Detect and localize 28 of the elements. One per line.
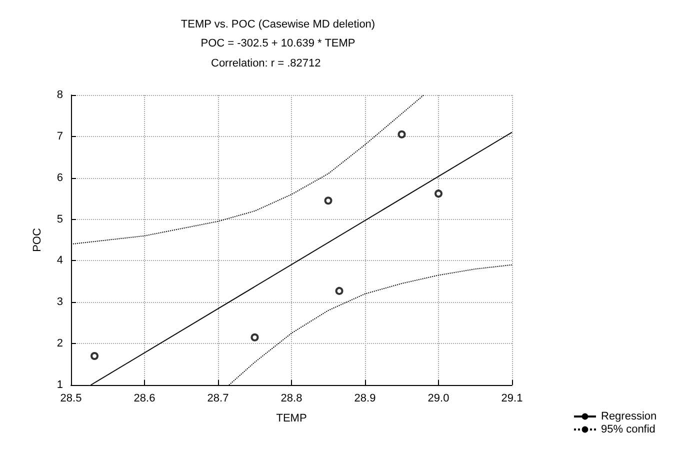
point	[324, 196, 332, 205]
text: Correlation: r = .82712	[211, 58, 321, 70]
y-tick-label: 2	[56, 338, 63, 350]
y-tick-label: 6	[56, 172, 63, 184]
legend-label: Regression	[601, 410, 657, 422]
point	[398, 130, 406, 138]
point	[335, 286, 344, 295]
point	[434, 190, 442, 198]
legend-label: 95% confid	[601, 424, 656, 436]
y-tick-label: 8	[56, 89, 63, 101]
y-tick-label: 3	[56, 296, 63, 308]
chart-title: TEMP vs. POC (Casewise MD deletion)	[180, 18, 376, 30]
point	[250, 333, 259, 342]
y-tick-label: 4	[56, 254, 63, 267]
x-axis-title: TEMP	[276, 412, 307, 424]
y-tick-label: 7	[56, 130, 63, 142]
chart-subtitle: POC = -302.5 + 10.639 * TEMP	[200, 38, 356, 50]
y-axis-title: POC	[32, 228, 44, 252]
x-tick-label: 28.8	[280, 392, 302, 404]
x-tick-label: 29.1	[501, 392, 523, 404]
x-tick-label: 28.5	[60, 392, 82, 404]
x-tick-label: 28.7	[207, 392, 229, 404]
y-tick-label: 5	[56, 213, 63, 226]
x-tick-label: 29.0	[428, 392, 450, 404]
point	[90, 352, 99, 360]
x-tick-label: 28.6	[134, 392, 156, 404]
x-tick-label: 28.9	[354, 392, 376, 404]
y-tick-label: 1	[56, 379, 63, 391]
